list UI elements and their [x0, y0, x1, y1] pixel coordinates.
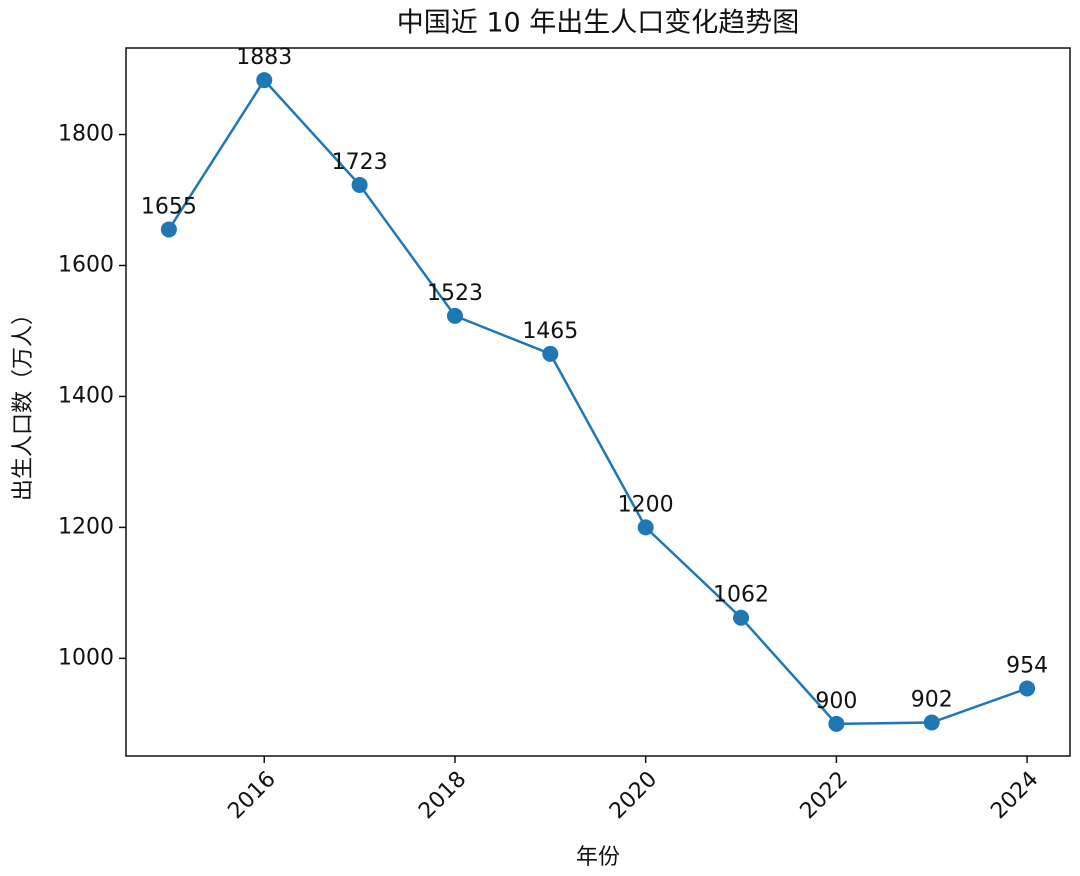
x-tick-label: 2022 [796, 767, 853, 824]
x-tick-label: 2020 [605, 767, 662, 824]
data-point [923, 714, 940, 731]
data-label: 954 [1006, 653, 1048, 678]
x-tick-label: 2018 [414, 767, 471, 824]
y-tick-label: 1000 [58, 645, 114, 670]
data-label: 1062 [713, 583, 769, 608]
data-label: 1200 [618, 492, 674, 517]
data-label: 1523 [427, 281, 483, 306]
data-point [351, 176, 368, 193]
data-label: 902 [911, 688, 953, 713]
y-tick-label: 1400 [58, 383, 114, 408]
data-label: 900 [815, 689, 857, 714]
y-axis-label: 出生人口数（万人） [11, 303, 36, 501]
y-tick-label: 1200 [58, 514, 114, 539]
y-tick-label: 1800 [58, 122, 114, 147]
data-label: 1883 [236, 45, 292, 70]
plot-frame [125, 47, 1071, 757]
data-point [160, 221, 177, 238]
data-point [542, 345, 559, 362]
data-point [733, 609, 750, 626]
x-tick-label: 2016 [223, 767, 280, 824]
y-tick-label: 1600 [58, 252, 114, 277]
data-point [256, 72, 273, 89]
chart-title: 中国近 10 年出生人口变化趋势图 [397, 8, 800, 39]
data-line [167, 78, 1028, 726]
data-point [1019, 680, 1036, 697]
x-axis-label: 年份 [576, 845, 620, 870]
data-point [446, 307, 463, 324]
data-label: 1723 [332, 150, 388, 175]
data-label: 1655 [141, 194, 197, 219]
data-point [828, 715, 845, 732]
data-point [637, 519, 654, 536]
data-label: 1465 [522, 319, 578, 344]
x-tick-label: 2024 [986, 767, 1043, 824]
